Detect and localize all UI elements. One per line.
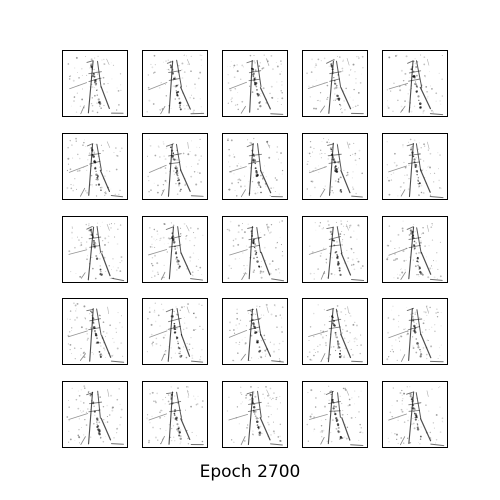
sample-tile	[142, 381, 208, 448]
sample-tile	[222, 298, 288, 365]
generated-glyph-image	[146, 302, 204, 363]
generated-glyph-image	[227, 137, 284, 198]
generated-glyph-image	[146, 138, 204, 197]
generated-glyph-image	[228, 303, 284, 363]
generated-glyph-image	[308, 220, 365, 282]
sample-tile	[62, 50, 128, 117]
sample-tile	[302, 133, 368, 200]
sample-tile	[382, 133, 448, 200]
generated-glyph-image	[226, 386, 283, 446]
sample-tile	[62, 381, 128, 448]
generated-glyph-image	[146, 386, 204, 446]
generated-glyph-image	[386, 305, 444, 363]
sample-tile	[222, 216, 288, 283]
sample-tile	[222, 381, 288, 448]
generated-glyph-image	[386, 220, 443, 281]
generated-glyph-image	[148, 222, 204, 281]
generated-glyph-image	[307, 304, 363, 363]
sample-tile	[302, 50, 368, 117]
generated-glyph-image	[387, 386, 445, 447]
sample-tile	[382, 216, 448, 283]
generated-glyph-image	[66, 302, 125, 363]
generated-glyph-image	[66, 385, 124, 445]
generated-glyph-image	[306, 138, 363, 198]
sample-tile	[382, 298, 448, 365]
sample-tile	[142, 216, 208, 283]
generated-glyph-image	[226, 220, 285, 282]
sample-tile	[142, 50, 208, 117]
generated-glyph-image	[306, 385, 364, 446]
generated-glyph-image	[67, 55, 124, 115]
sample-tile	[142, 133, 208, 200]
sample-tile	[302, 216, 368, 283]
generated-glyph-image	[306, 55, 364, 115]
generated-glyph-image	[66, 137, 124, 198]
sample-tile	[382, 50, 448, 117]
sample-tile	[302, 381, 368, 448]
sample-tile	[62, 298, 128, 365]
sample-tile	[62, 216, 128, 283]
epoch-caption: Epoch 2700	[199, 462, 301, 482]
generated-glyph-image	[386, 138, 444, 199]
sample-tile	[382, 381, 448, 448]
generated-glyph-image	[226, 54, 284, 115]
generated-glyph-image	[146, 54, 205, 115]
sample-tile	[222, 50, 288, 117]
sample-tile	[62, 133, 128, 200]
sample-tile	[222, 133, 288, 200]
generated-glyph-image	[386, 54, 444, 116]
sample-tile	[302, 298, 368, 365]
sample-tile	[142, 298, 208, 365]
generated-glyph-image	[68, 221, 125, 282]
